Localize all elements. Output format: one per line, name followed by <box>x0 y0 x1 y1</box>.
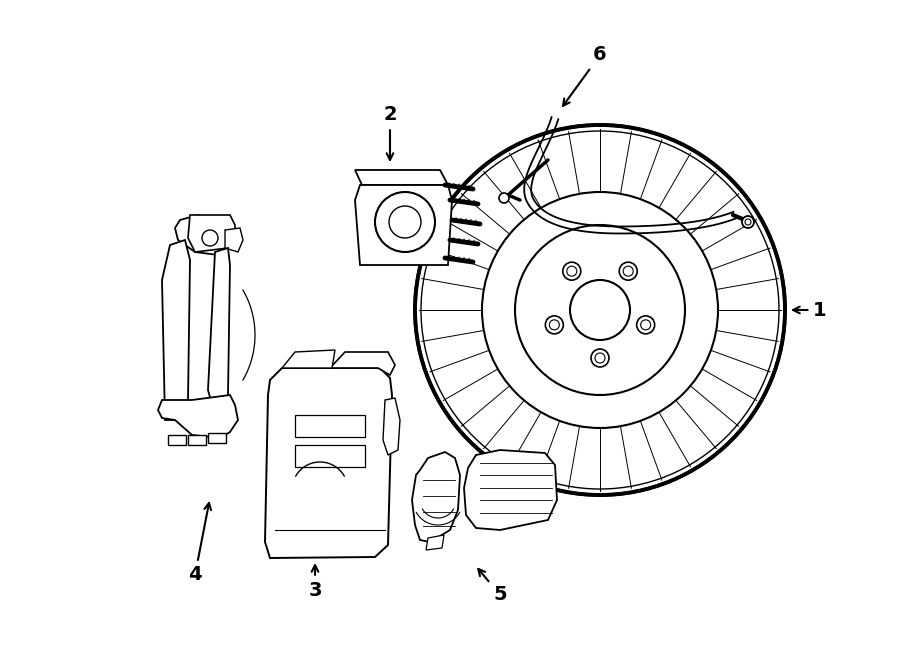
Circle shape <box>562 262 580 280</box>
Polygon shape <box>412 452 460 542</box>
Circle shape <box>591 349 609 367</box>
Circle shape <box>636 316 654 334</box>
Polygon shape <box>208 248 230 415</box>
Polygon shape <box>464 450 557 530</box>
Text: 1: 1 <box>793 301 827 319</box>
Text: 5: 5 <box>478 569 507 605</box>
Polygon shape <box>426 535 444 550</box>
Text: 2: 2 <box>383 106 397 160</box>
Polygon shape <box>175 215 228 255</box>
Circle shape <box>619 262 637 280</box>
Text: 4: 4 <box>188 503 211 584</box>
Polygon shape <box>282 350 335 368</box>
Polygon shape <box>188 435 206 445</box>
Polygon shape <box>225 228 243 252</box>
Circle shape <box>375 192 435 252</box>
Polygon shape <box>330 352 395 375</box>
Circle shape <box>545 316 563 334</box>
Polygon shape <box>265 368 392 558</box>
Text: 6: 6 <box>563 46 607 106</box>
Circle shape <box>499 193 509 203</box>
Text: 3: 3 <box>308 565 322 600</box>
Polygon shape <box>188 215 235 252</box>
Polygon shape <box>355 170 448 185</box>
Polygon shape <box>295 445 365 467</box>
Polygon shape <box>295 415 365 437</box>
Polygon shape <box>355 185 452 265</box>
Polygon shape <box>208 433 226 443</box>
Polygon shape <box>162 240 190 420</box>
Circle shape <box>742 216 754 228</box>
Polygon shape <box>168 435 186 445</box>
Polygon shape <box>383 398 400 455</box>
Circle shape <box>415 125 785 495</box>
Polygon shape <box>158 395 238 438</box>
